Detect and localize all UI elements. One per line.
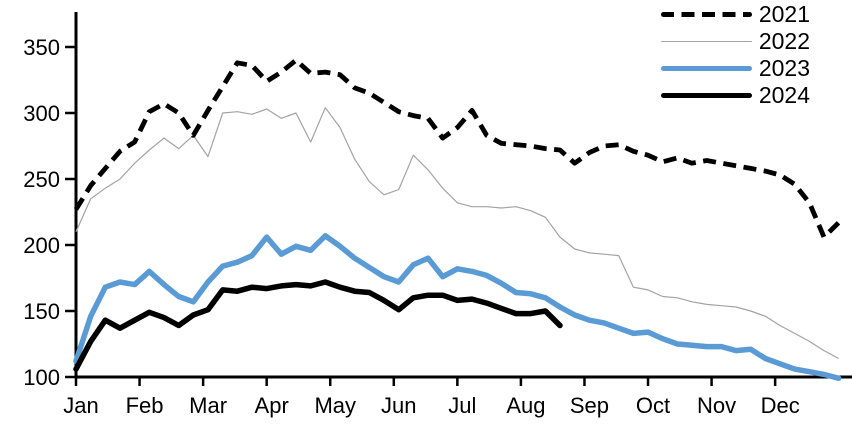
legend-line-sample-2023 [660, 65, 752, 72]
legend-label-2022: 2022 [758, 28, 810, 54]
series-line-2024 [73, 279, 563, 372]
x-tick-label-jan: Jan [63, 393, 98, 418]
y-tick-label-300: 300 [23, 101, 60, 126]
y-tick-label-200: 200 [23, 233, 60, 258]
legend-line-sample-2024 [660, 92, 752, 99]
x-tick-label-apr: Apr [255, 393, 289, 418]
series-line-2023 [73, 233, 842, 382]
y-tick-label-150: 150 [23, 299, 60, 324]
x-tick-label-may: May [314, 393, 356, 418]
legend-item-2024: 2024 [660, 82, 810, 109]
y-tick-label-100: 100 [23, 365, 60, 390]
x-tick-label-sep: Sep [570, 393, 609, 418]
y-tick-label-350: 350 [23, 35, 60, 60]
legend-line-sample-2021 [660, 12, 752, 17]
y-tick-label-250: 250 [23, 167, 60, 192]
legend-label-2024: 2024 [758, 82, 810, 108]
x-tick-label-oct: Oct [636, 393, 670, 418]
legend: 2021 2022 2023 2024 [660, 1, 810, 109]
series-line-2021 [73, 57, 841, 240]
x-tick-label-mar: Mar [189, 393, 227, 418]
x-tick-label-jul: Jul [448, 393, 476, 418]
legend-item-2023: 2023 [660, 55, 810, 82]
legend-item-2022: 2022 [660, 28, 810, 55]
x-tick-label-feb: Feb [126, 393, 164, 418]
legend-label-2023: 2023 [758, 55, 810, 81]
series-line-2022 [75, 107, 839, 360]
x-tick-label-aug: Aug [506, 393, 545, 418]
x-tick-label-nov: Nov [697, 393, 736, 418]
legend-label-2021: 2021 [758, 1, 810, 27]
legend-item-2021: 2021 [660, 1, 810, 28]
x-tick-label-dec: Dec [761, 393, 800, 418]
legend-line-sample-2022 [660, 40, 752, 43]
x-tick-label-jun: Jun [381, 393, 416, 418]
